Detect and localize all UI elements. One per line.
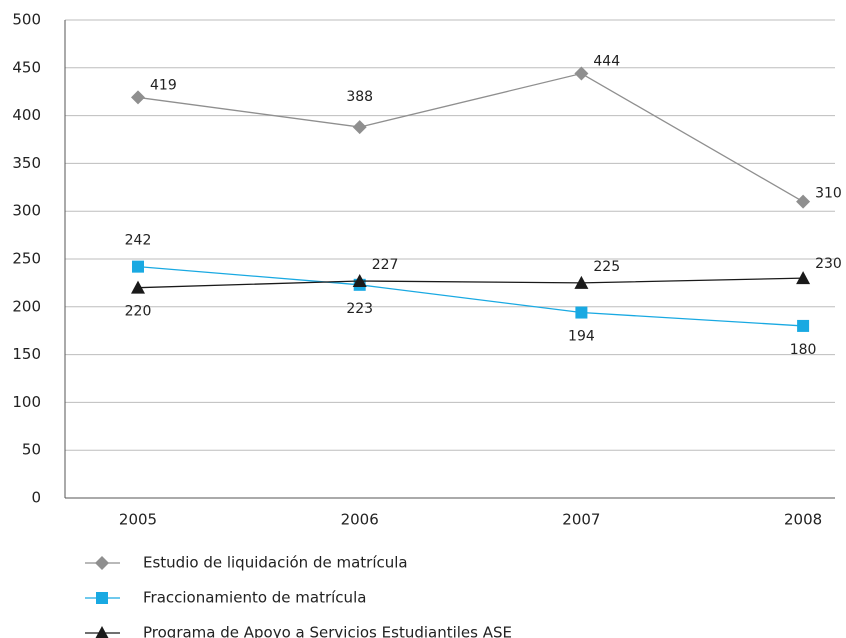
marker <box>574 66 589 81</box>
marker <box>95 626 109 638</box>
data-label: 227 <box>372 257 399 273</box>
marker <box>797 319 810 332</box>
data-label: 388 <box>346 89 373 105</box>
x-tick-label: 2007 <box>562 511 600 529</box>
marker <box>96 592 108 604</box>
series-line <box>137 72 804 203</box>
marker <box>575 306 588 319</box>
marker <box>131 280 145 294</box>
data-label: 230 <box>815 256 842 272</box>
marker <box>95 556 109 570</box>
data-label: 225 <box>593 259 620 275</box>
series-line <box>137 277 804 289</box>
series-line <box>137 266 804 327</box>
marker <box>132 260 144 273</box>
marker <box>131 90 145 105</box>
data-label: 180 <box>790 342 817 358</box>
y-tick-label: 500 <box>12 11 41 29</box>
x-tick-label: 2005 <box>119 511 157 529</box>
data-label: 419 <box>150 77 177 93</box>
y-tick-label: 100 <box>12 393 41 411</box>
y-tick-label: 250 <box>12 250 41 268</box>
marker <box>796 271 811 285</box>
y-tick-label: 400 <box>12 106 41 124</box>
y-tick-label: 350 <box>12 154 41 172</box>
y-tick-label: 0 <box>31 489 41 507</box>
marker <box>796 194 811 209</box>
y-tick-label: 150 <box>12 345 41 363</box>
x-tick-label: 2008 <box>784 511 822 529</box>
data-label: 223 <box>346 301 373 317</box>
data-label: 220 <box>125 304 152 320</box>
marker <box>352 120 367 135</box>
legend-label: Programa de Apoyo a Servicios Estudianti… <box>143 624 512 638</box>
marker <box>352 273 367 287</box>
legend-label: Fraccionamiento de matrícula <box>143 589 366 607</box>
data-label: 242 <box>125 233 152 249</box>
data-label: 194 <box>568 329 595 345</box>
y-tick-label: 450 <box>12 58 41 76</box>
x-tick-label: 2006 <box>341 511 379 529</box>
y-tick-label: 200 <box>12 297 41 315</box>
marker <box>574 275 589 289</box>
data-label: 310 <box>815 186 842 202</box>
y-tick-label: 50 <box>22 441 41 459</box>
legend-label: Estudio de liquidación de matrícula <box>143 554 408 572</box>
data-label: 444 <box>593 54 620 70</box>
y-tick-label: 300 <box>12 202 41 220</box>
